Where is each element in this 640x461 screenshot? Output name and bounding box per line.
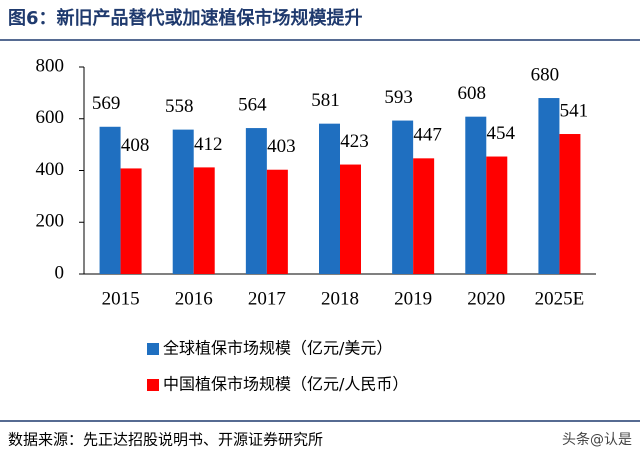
y-tick-label: 600 — [36, 107, 65, 128]
data-label: 680 — [531, 64, 560, 85]
legend-label: 中国植保市场规模（亿元/人民币） — [163, 375, 408, 394]
bar — [266, 169, 288, 274]
y-tick-label: 200 — [36, 211, 65, 232]
data-label: 408 — [121, 135, 150, 156]
data-label: 558 — [165, 96, 194, 117]
data-label: 412 — [194, 134, 223, 155]
y-tick-label: 0 — [55, 262, 65, 283]
data-label: 423 — [340, 131, 369, 152]
data-label: 569 — [92, 93, 121, 114]
legend-swatch — [147, 343, 159, 355]
data-label: 541 — [560, 100, 589, 121]
bar — [193, 167, 215, 274]
data-label: 447 — [413, 125, 442, 146]
bar — [538, 98, 560, 274]
source-note: 数据来源：先正达招股说明书、开源证券研究所 — [8, 431, 323, 449]
bar — [559, 134, 581, 274]
data-label: 403 — [267, 136, 296, 157]
x-tick-label: 2017 — [248, 288, 286, 309]
bar — [245, 128, 267, 274]
bar — [486, 156, 508, 274]
legend-swatch — [147, 379, 159, 391]
bar — [392, 120, 414, 274]
chart-title: 图6：新旧产品替代或加速植保市场规模提升 — [8, 7, 363, 29]
bar — [319, 123, 340, 274]
bar — [99, 126, 121, 275]
data-label: 593 — [384, 87, 413, 108]
data-label: 608 — [458, 83, 487, 104]
legend-label: 全球植保市场规模（亿元/美元） — [163, 339, 392, 358]
bar — [413, 158, 435, 274]
y-tick-label: 400 — [36, 159, 65, 180]
x-tick-label: 2016 — [175, 288, 213, 309]
bar — [465, 116, 487, 275]
x-tick-label: 2019 — [394, 288, 432, 309]
x-tick-label: 2025E — [535, 288, 585, 309]
bar — [340, 164, 361, 274]
x-tick-label: 2020 — [467, 288, 505, 309]
x-tick-label: 2018 — [321, 288, 359, 309]
y-tick-label: 800 — [36, 55, 65, 76]
bar — [172, 129, 194, 274]
x-tick-label: 2015 — [102, 288, 140, 309]
data-label: 454 — [487, 123, 516, 144]
data-label: 581 — [311, 90, 340, 111]
watermark: 头条@认是 — [562, 431, 632, 448]
data-label: 564 — [238, 94, 267, 115]
bar — [120, 168, 142, 274]
